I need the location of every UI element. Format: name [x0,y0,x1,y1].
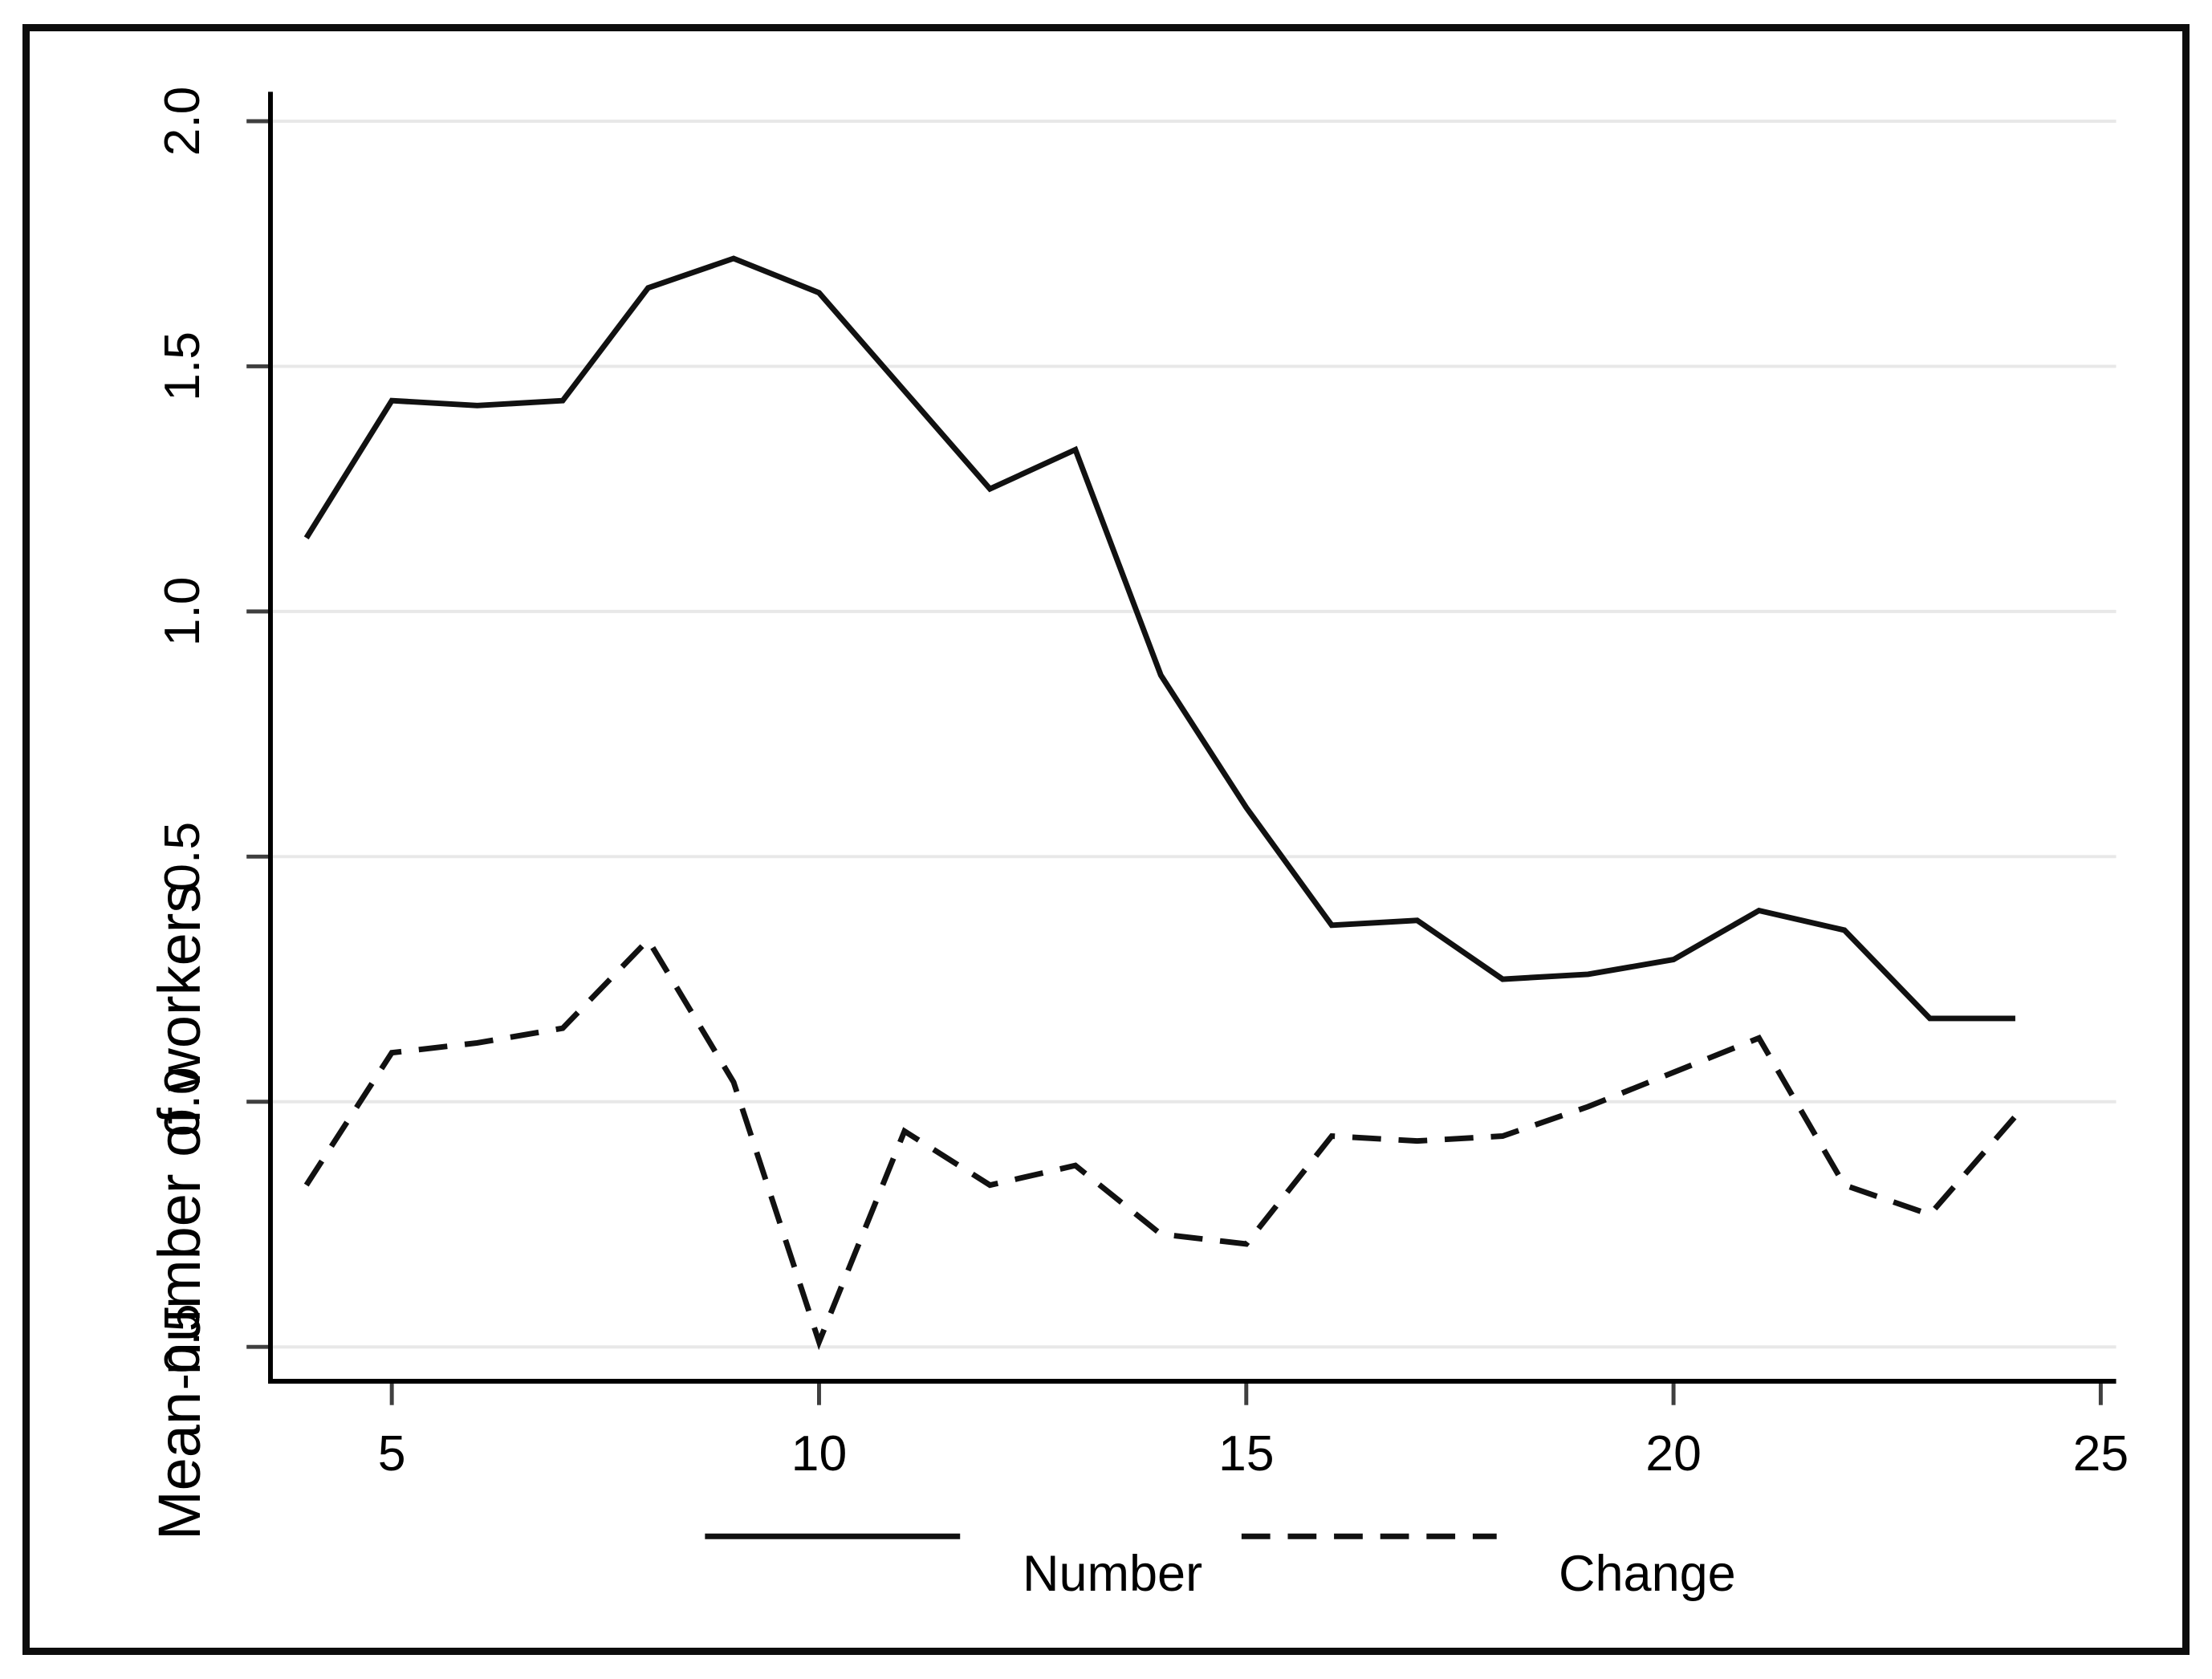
svg-text:0.5: 0.5 [154,822,210,892]
axis-ticks [246,119,2103,1405]
svg-text:5: 5 [378,1425,406,1482]
chart-canvas: 2.0 1.5 1.0 0.5 0.0 -0.5 5 10 15 20 25 [154,87,2129,1539]
legend-label-change: Change [1559,1546,1736,1602]
svg-text:0.0: 0.0 [154,1067,210,1136]
figure-frame: 2.0 1.5 1.0 0.5 0.0 -0.5 5 10 15 20 25 Mean number… [22,24,2190,1655]
svg-text:10: 10 [791,1425,848,1482]
svg-text:15: 15 [1218,1425,1275,1482]
legend-label-number: Number [1023,1546,1203,1602]
svg-text:1.5: 1.5 [154,331,210,401]
axis-lines [268,91,2116,1384]
data-series [303,255,2018,1351]
tick-labels: 2.0 1.5 1.0 0.5 0.0 -0.5 5 10 15 20 25 [154,87,2129,1482]
y-axis-title: Mean number of workers [146,883,213,1540]
svg-text:2.0: 2.0 [154,87,210,157]
gridlines [272,119,2116,1349]
series-change-line [303,935,2018,1351]
series-number-line [303,255,2015,1022]
svg-text:25: 25 [2073,1425,2129,1482]
svg-text:-0.5: -0.5 [154,1303,210,1390]
svg-text:1.0: 1.0 [154,576,210,646]
svg-text:20: 20 [1645,1425,1702,1482]
